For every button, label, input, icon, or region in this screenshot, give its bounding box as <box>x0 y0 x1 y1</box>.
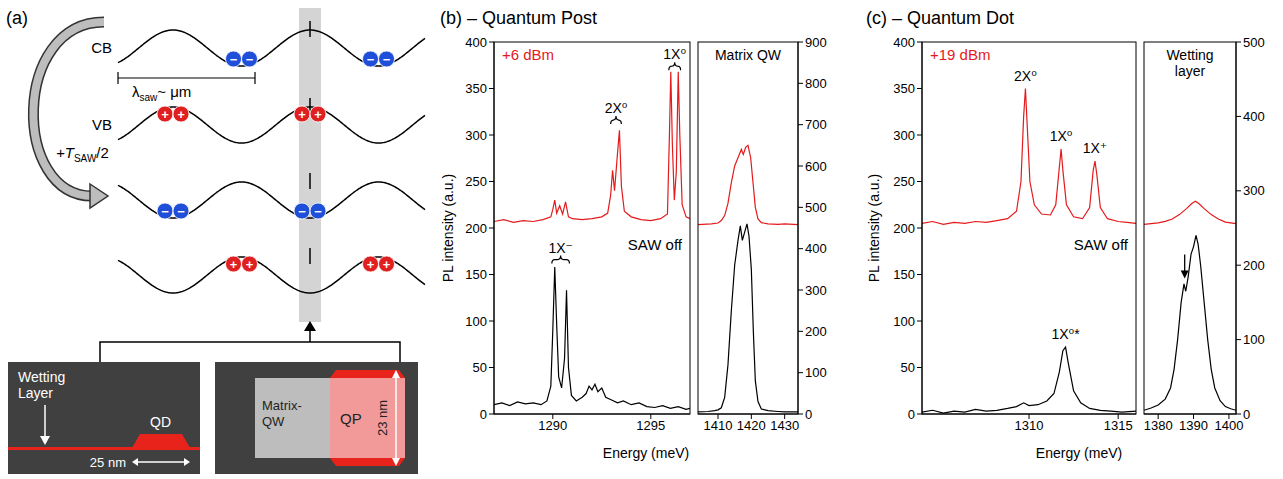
svg-text:−: − <box>177 204 185 219</box>
svg-text:800: 800 <box>805 76 827 91</box>
svg-text:300: 300 <box>1243 183 1265 198</box>
svg-text:350: 350 <box>893 81 915 96</box>
svg-text:VB: VB <box>92 116 112 133</box>
svg-text:1390: 1390 <box>1179 418 1208 433</box>
svg-text:Wettinglayer: Wettinglayer <box>1166 47 1213 79</box>
svg-text:250: 250 <box>893 174 915 189</box>
svg-text:PL intensity (a.u.): PL intensity (a.u.) <box>440 174 456 282</box>
svg-text:(c) – Quantum Dot: (c) – Quantum Dot <box>866 8 1014 28</box>
svg-text:600: 600 <box>805 159 827 174</box>
svg-text:1290: 1290 <box>538 418 567 433</box>
svg-text:1420: 1420 <box>737 418 766 433</box>
svg-text:−: − <box>246 52 254 67</box>
svg-text:+: + <box>367 257 375 272</box>
svg-text:SAW off: SAW off <box>628 236 683 253</box>
svg-text:100: 100 <box>1243 332 1265 347</box>
svg-text:+: + <box>314 107 322 122</box>
svg-text:400: 400 <box>465 35 487 50</box>
svg-text:+: + <box>161 107 169 122</box>
svg-text:−: − <box>298 204 306 219</box>
svg-text:350: 350 <box>465 81 487 96</box>
svg-text:100: 100 <box>465 314 487 329</box>
svg-text:400: 400 <box>893 35 915 50</box>
svg-text:200: 200 <box>465 221 487 236</box>
svg-text:1X⁰*: 1X⁰* <box>1051 326 1080 342</box>
svg-text:+TSAW/2: +TSAW/2 <box>56 144 109 164</box>
svg-text:150: 150 <box>893 267 915 282</box>
svg-text:1380: 1380 <box>1144 418 1173 433</box>
svg-text:1X⁺: 1X⁺ <box>1083 140 1108 156</box>
svg-text:1310: 1310 <box>1015 418 1044 433</box>
svg-text:200: 200 <box>805 324 827 339</box>
svg-text:SAW off: SAW off <box>1074 236 1129 253</box>
svg-text:+: + <box>246 257 254 272</box>
svg-text:Energy (meV): Energy (meV) <box>1036 445 1122 461</box>
svg-text:QD: QD <box>150 414 171 430</box>
svg-text:+: + <box>298 107 306 122</box>
svg-text:1430: 1430 <box>770 418 799 433</box>
svg-text:Energy (meV): Energy (meV) <box>603 445 689 461</box>
svg-text:900: 900 <box>805 35 827 50</box>
svg-text:25 nm: 25 nm <box>90 455 126 470</box>
svg-text:(b) – Quantum Post: (b) – Quantum Post <box>440 8 597 28</box>
svg-text:CB: CB <box>91 39 112 56</box>
svg-text:1X⁰: 1X⁰ <box>1050 128 1073 144</box>
svg-text:2X⁰: 2X⁰ <box>1014 68 1037 84</box>
svg-text:50: 50 <box>473 360 487 375</box>
svg-text:0: 0 <box>1243 407 1250 422</box>
svg-text:200: 200 <box>893 221 915 236</box>
svg-text:−: − <box>367 52 375 67</box>
svg-text:0: 0 <box>480 407 487 422</box>
svg-text:1315: 1315 <box>1104 418 1133 433</box>
svg-text:Matrix QW: Matrix QW <box>715 47 782 63</box>
svg-text:300: 300 <box>805 283 827 298</box>
svg-text:+: + <box>177 107 185 122</box>
svg-text:−: − <box>383 52 391 67</box>
svg-text:400: 400 <box>805 241 827 256</box>
svg-text:−: − <box>230 52 238 67</box>
svg-text:−: − <box>161 204 169 219</box>
svg-text:+19 dBm: +19 dBm <box>930 46 990 63</box>
svg-text:1295: 1295 <box>636 418 665 433</box>
svg-text:23 nm: 23 nm <box>375 400 390 436</box>
svg-text:1410: 1410 <box>704 418 733 433</box>
svg-text:λsaw~ μm: λsaw~ μm <box>132 83 191 103</box>
svg-text:500: 500 <box>805 200 827 215</box>
svg-text:300: 300 <box>893 128 915 143</box>
svg-text:2X⁰: 2X⁰ <box>605 100 628 116</box>
svg-text:Matrix-QW: Matrix-QW <box>262 398 302 429</box>
svg-text:0: 0 <box>908 407 915 422</box>
svg-text:+6 dBm: +6 dBm <box>502 46 554 63</box>
svg-text:0: 0 <box>805 407 812 422</box>
svg-text:PL intensity (a.u.): PL intensity (a.u.) <box>866 174 882 282</box>
svg-text:100: 100 <box>893 314 915 329</box>
svg-text:50: 50 <box>901 360 915 375</box>
svg-text:QP: QP <box>340 410 362 427</box>
svg-text:250: 250 <box>465 174 487 189</box>
svg-text:700: 700 <box>805 117 827 132</box>
svg-text:150: 150 <box>465 267 487 282</box>
svg-text:300: 300 <box>465 128 487 143</box>
svg-text:1X⁰: 1X⁰ <box>663 46 686 62</box>
svg-text:+: + <box>383 257 391 272</box>
svg-text:1400: 1400 <box>1214 418 1243 433</box>
svg-text:−: − <box>314 204 322 219</box>
svg-text:500: 500 <box>1243 35 1265 50</box>
svg-text:(a): (a) <box>6 8 28 28</box>
svg-text:+: + <box>230 257 238 272</box>
svg-text:WettingLayer: WettingLayer <box>18 369 65 401</box>
svg-text:400: 400 <box>1243 109 1265 124</box>
svg-text:1X⁻: 1X⁻ <box>548 240 573 256</box>
svg-text:200: 200 <box>1243 258 1265 273</box>
svg-text:100: 100 <box>805 365 827 380</box>
